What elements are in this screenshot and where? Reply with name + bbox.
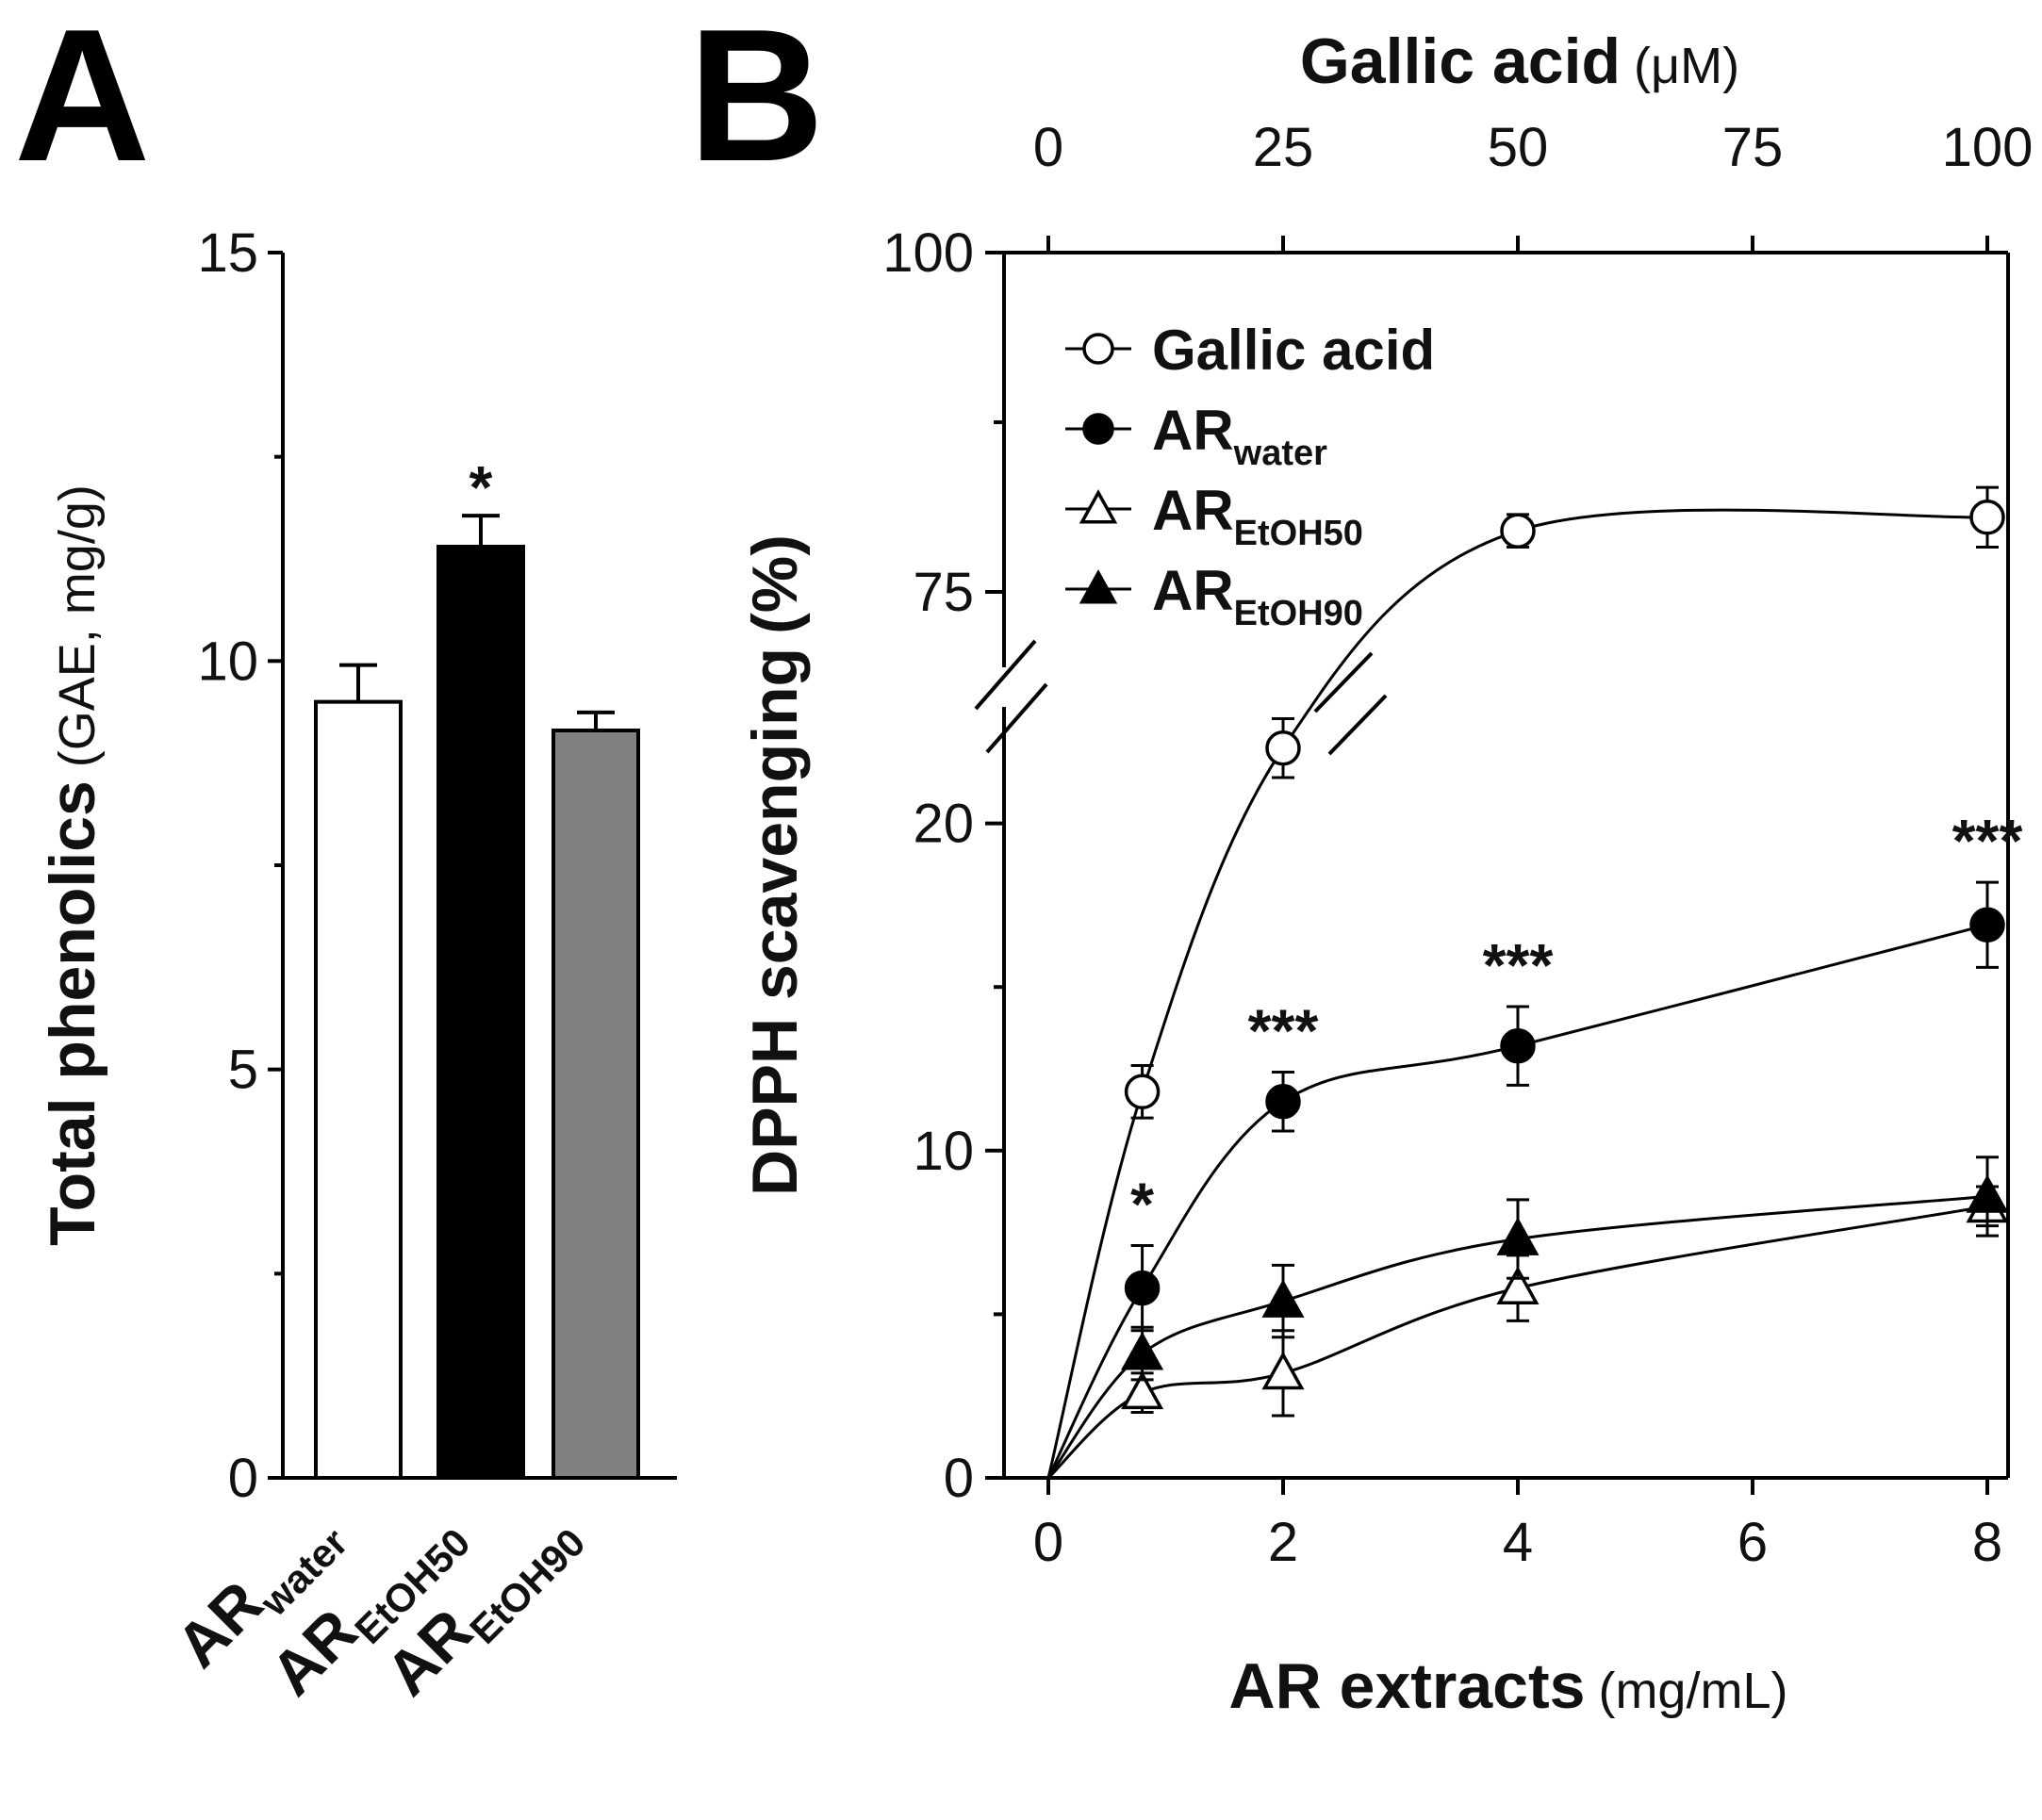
data-point — [1261, 1279, 1305, 1318]
y-axis-title: Total phenolics (GAE, mg/g) — [37, 484, 108, 1246]
data-point — [1265, 1083, 1301, 1120]
legend-entry-sub: water — [1233, 434, 1327, 473]
y-tick-label: 5 — [228, 1040, 258, 1101]
y-tick-label: 100 — [882, 222, 974, 284]
bar — [436, 545, 525, 1480]
top-x-tick-label: 75 — [1722, 117, 1784, 178]
y-axis-title-unit: (GAE, mg/g) — [49, 484, 106, 767]
legend-entry-sub: EtOH50 — [1234, 514, 1363, 553]
y-tick-label: 0 — [944, 1448, 974, 1509]
data-point — [1969, 500, 2005, 535]
category-label-sub: EtOH90 — [461, 1519, 594, 1652]
panel-b-label: B — [688, 0, 824, 201]
data-point — [1496, 1266, 1540, 1305]
series-points — [1121, 1156, 2009, 1382]
y-axis-title: DPPH scavenging (%) — [739, 534, 811, 1196]
significance-marker: * — [469, 453, 493, 521]
top-x-tick-label: 100 — [1942, 117, 2034, 178]
y-tick-label: 20 — [913, 794, 974, 855]
top-axis-title: Gallic acid (μM) — [1300, 25, 1739, 97]
top-x-tick-label: 25 — [1253, 117, 1314, 178]
significance-marker: *** — [1248, 996, 1319, 1064]
category-label-sub: water — [251, 1519, 356, 1625]
top-x-tick-label: 50 — [1488, 117, 1549, 178]
legend-entry-sub: EtOH90 — [1234, 594, 1363, 633]
data-point — [1966, 1174, 2009, 1213]
y-axis-title-main: DPPH scavenging — [739, 648, 811, 1196]
panel-b-scatter-chart: 0 2 4 6 8 0 25 50 75 100 0 10 20 75 100 DPPH scavenging… — [739, 25, 2033, 1722]
legend-entry: ARwater — [1152, 399, 1327, 473]
legend-entry: AREtOH90 — [1152, 559, 1363, 633]
data-point — [1500, 513, 1536, 549]
y-tick-label: 10 — [197, 631, 258, 692]
y-axis-title-main: Total phenolics — [37, 780, 108, 1246]
fit-curve — [1046, 923, 1988, 1479]
legend-entry-main: AR — [1152, 559, 1234, 622]
legend-entry-main: Gallic acid — [1152, 319, 1435, 382]
legend-entry: AREtOH50 — [1152, 479, 1363, 553]
significance-marker: *** — [1483, 931, 1554, 999]
curve-break-mark — [1313, 651, 1374, 713]
series-points: ********** — [1124, 807, 2023, 1333]
data-point — [1124, 1270, 1161, 1306]
curve-break-mark — [1327, 694, 1388, 756]
bar — [314, 699, 403, 1480]
legend-entry: Gallic acid — [1152, 319, 1435, 382]
x-axis-title-unit: (mg/mL) — [1598, 1663, 1787, 1719]
panel-a-bar-chart: 0 5 10 15 Total phenolics (GAE, mg/g) ARwater *… — [37, 222, 677, 1709]
panel-a-label: A — [14, 0, 150, 201]
top-axis-title-main: Gallic acid — [1300, 25, 1621, 97]
y-tick-label: 75 — [913, 562, 974, 623]
x-axis-title: AR extracts (mg/mL) — [1229, 1650, 1788, 1722]
x-axis-title-main: AR extracts — [1229, 1650, 1586, 1722]
legend-entry-main: AR — [1152, 399, 1234, 462]
legend-marker — [1082, 333, 1114, 365]
category-label-main: AR — [163, 1567, 276, 1681]
top-x-tick-label: 0 — [1033, 117, 1063, 178]
data-point — [1121, 1370, 1164, 1410]
x-tick-label: 4 — [1503, 1512, 1533, 1573]
legend-marker — [1079, 489, 1118, 524]
data-point — [1265, 730, 1301, 766]
series-points — [1121, 1184, 2009, 1418]
data-point — [1124, 1074, 1161, 1110]
y-tick-label: 0 — [228, 1448, 258, 1509]
x-tick-label: 0 — [1033, 1512, 1063, 1573]
axis-break-mark — [974, 639, 1037, 711]
series-points — [1124, 485, 2005, 1120]
data-point — [1261, 1351, 1305, 1390]
x-tick-label: 8 — [1972, 1512, 2002, 1573]
x-tick-label: 2 — [1268, 1512, 1298, 1573]
x-tick-label: 6 — [1737, 1512, 1768, 1573]
legend-marker — [1079, 569, 1118, 604]
data-point — [1121, 1331, 1164, 1370]
y-tick-label: 10 — [913, 1121, 974, 1182]
significance-marker: *** — [1952, 807, 2023, 875]
significance-marker: * — [1130, 1170, 1154, 1238]
legend-entry-main: AR — [1152, 479, 1234, 542]
top-axis-title-unit: (μM) — [1634, 38, 1739, 94]
bar — [552, 729, 640, 1480]
data-point — [1969, 907, 2005, 943]
axis-break-mark — [985, 682, 1048, 754]
y-tick-label: 15 — [197, 222, 258, 284]
y-axis-title-unit: (%) — [739, 534, 811, 634]
data-point — [1496, 1217, 1540, 1255]
data-point — [1500, 1027, 1536, 1064]
legend-marker — [1082, 413, 1114, 445]
